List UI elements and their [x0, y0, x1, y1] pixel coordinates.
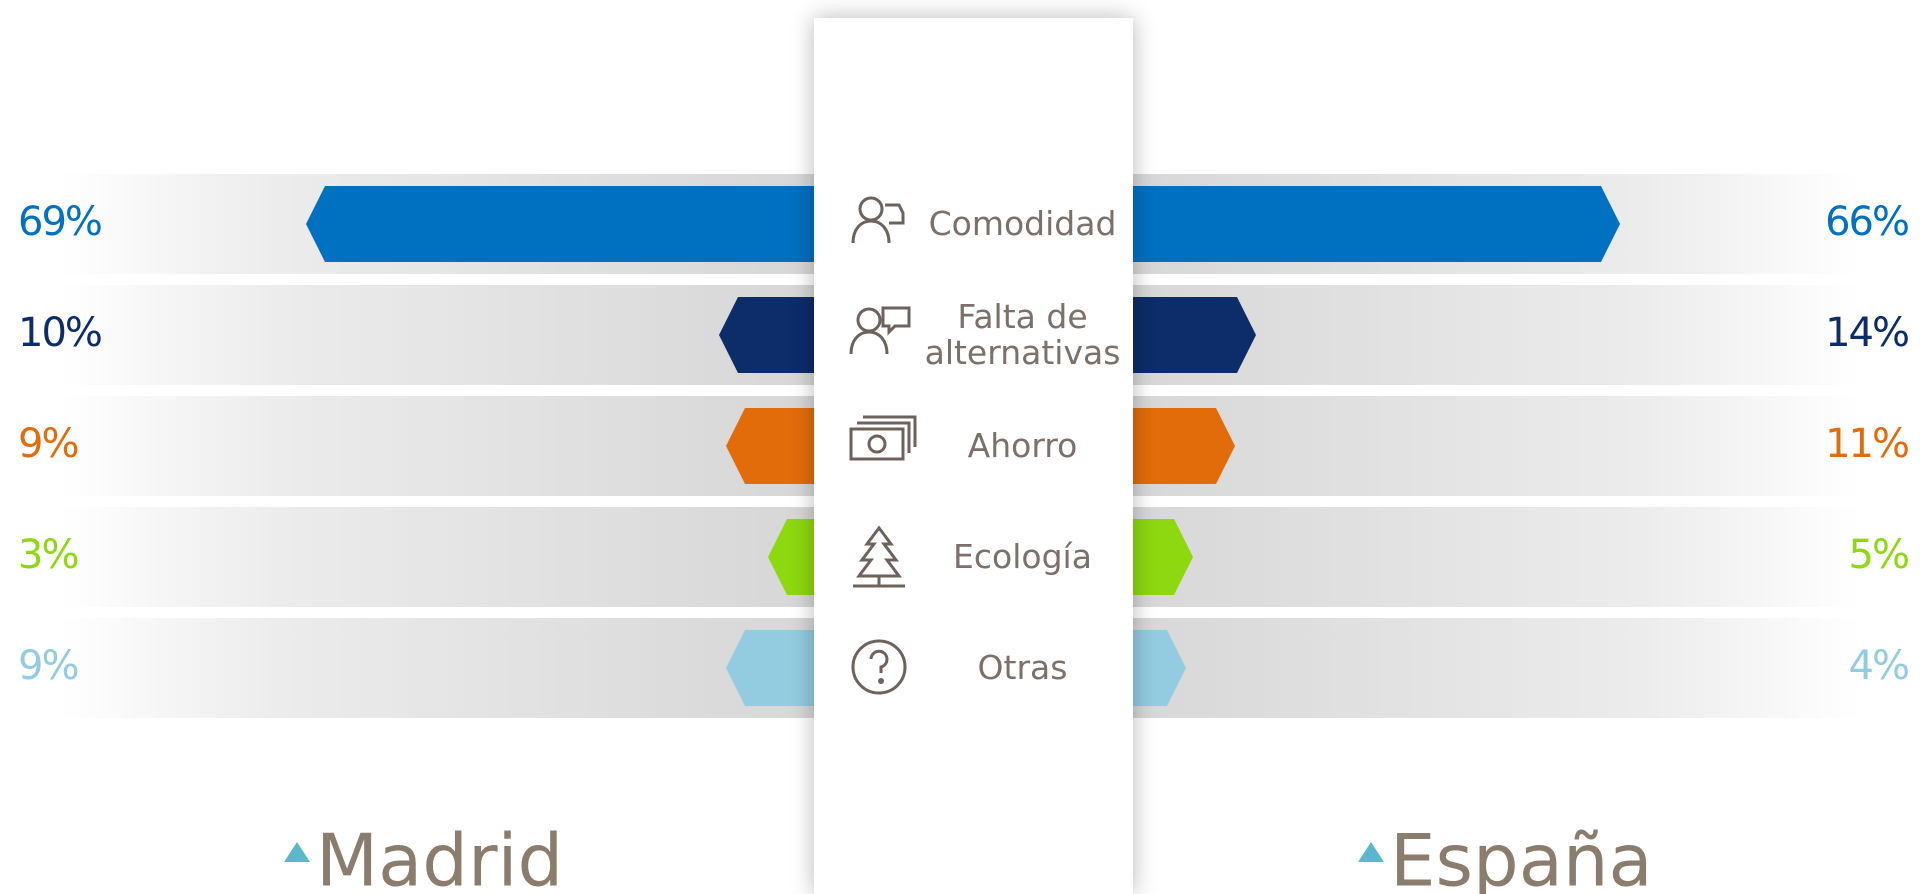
value-label: 5% — [1849, 532, 1908, 578]
legend-label: España — [1390, 819, 1653, 894]
category-panel: Comodidad Falta de alternativas Ahorro Ecol… — [814, 18, 1133, 894]
category-label: Falta de alternativas — [924, 297, 1121, 372]
bar — [1093, 186, 1620, 262]
category-icon — [849, 415, 917, 461]
value-label: 3% — [18, 532, 77, 578]
legend-marker — [1358, 842, 1384, 862]
value-label: 4% — [1849, 643, 1908, 689]
bar — [306, 186, 854, 262]
category-label: Ahorro — [967, 426, 1078, 465]
value-label: 9% — [18, 421, 77, 467]
bar — [1093, 297, 1256, 373]
category-label: Ecología — [953, 537, 1092, 576]
value-label: 10% — [18, 310, 101, 356]
category-icon — [853, 525, 905, 588]
value-label: 11% — [1825, 421, 1908, 467]
category-icon — [851, 196, 905, 244]
value-label: 66% — [1825, 199, 1908, 245]
category-row: Falta de alternativas — [814, 285, 1133, 385]
category-icon — [851, 639, 907, 695]
value-label: 14% — [1825, 310, 1908, 356]
category-row: Ahorro — [814, 396, 1133, 496]
category-icon — [849, 306, 911, 355]
category-row: Ecología — [814, 507, 1133, 607]
legend-label: Madrid — [316, 819, 563, 894]
category-row: Comodidad — [814, 174, 1133, 274]
category-row: Otras — [814, 618, 1133, 718]
value-label: 9% — [18, 643, 77, 689]
category-label: Comodidad — [928, 204, 1117, 243]
value-label: 69% — [18, 199, 101, 245]
category-label: Otras — [977, 648, 1068, 687]
legend-marker — [284, 842, 310, 862]
